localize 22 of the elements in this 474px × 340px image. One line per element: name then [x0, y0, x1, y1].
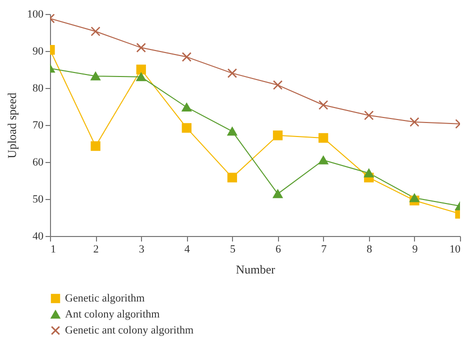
- x-tick-label: 3: [138, 244, 145, 256]
- x-tick-label: 7: [321, 244, 328, 256]
- x-tick-label: 2: [93, 244, 99, 256]
- x-tick-label: 10: [450, 244, 461, 256]
- x-tick-label: 5: [230, 244, 236, 256]
- x-tick-label: 8: [366, 244, 373, 256]
- y-tick-label: 40: [32, 230, 44, 242]
- y-axis-title: Upload speed: [5, 92, 19, 158]
- x-tick-label: 6: [276, 244, 282, 256]
- y-tick-label: 90: [32, 46, 44, 58]
- y-tick-label: 100: [27, 8, 44, 20]
- legend-label: Ant colony algorithm: [65, 308, 160, 320]
- x-tick-label: 4: [184, 244, 190, 256]
- x-axis-title: Number: [236, 262, 276, 276]
- legend-label: Genetic algorithm: [65, 292, 146, 304]
- y-tick-label: 60: [32, 156, 44, 168]
- x-tick-label: 1: [50, 244, 56, 256]
- x-tick-label: 9: [412, 244, 418, 256]
- y-tick-label: 50: [32, 194, 44, 206]
- y-tick-label: 70: [32, 120, 44, 132]
- legend-label: Genetic ant colony algorithm: [65, 324, 194, 336]
- y-tick-label: 80: [32, 82, 44, 94]
